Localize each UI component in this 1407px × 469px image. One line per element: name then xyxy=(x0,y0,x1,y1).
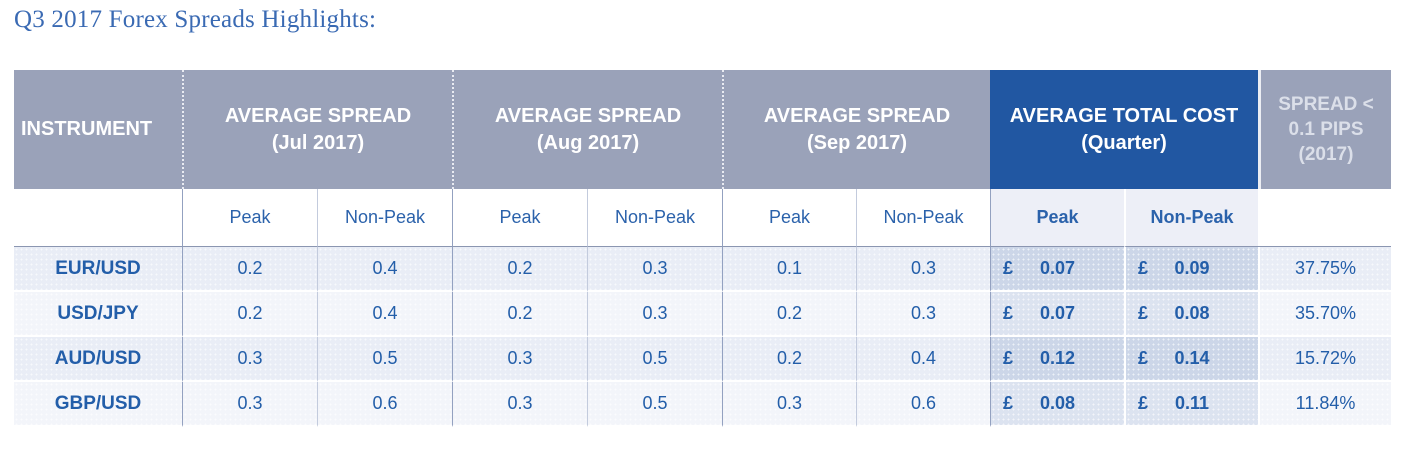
cell-cost-peak: £ 0.08 xyxy=(990,382,1124,427)
cell-jul-peak: 0.2 xyxy=(182,292,317,337)
cost-value: 0.07 xyxy=(1039,258,1076,278)
cell-sep-peak: 0.2 xyxy=(722,337,856,382)
subheader-aug-peak: Peak xyxy=(452,189,587,247)
cell-jul-peak: 0.3 xyxy=(182,382,317,427)
cell-jul-nonpeak: 0.4 xyxy=(317,292,452,337)
pound-sign: £ xyxy=(1003,258,1014,278)
cell-aug-nonpeak: 0.5 xyxy=(587,337,722,382)
cell-aug-peak: 0.2 xyxy=(452,292,587,337)
header-spread-pips: SPREAD < 0.1 PIPS (2017) xyxy=(1258,70,1391,189)
cell-sep-nonpeak: 0.3 xyxy=(856,292,990,337)
page: Q3 2017 Forex Spreads Highlights: INSTRU… xyxy=(0,6,1407,469)
cost-value: 0.08 xyxy=(1039,393,1076,413)
cost-value: 0.08 xyxy=(1174,303,1210,323)
table-row-usdjpy: USD/JPY 0.2 0.4 0.2 0.3 0.2 0.3 £ 0.07 £… xyxy=(14,292,1391,337)
cell-cost-nonpeak: £ 0.08 xyxy=(1124,292,1258,337)
subheader-pct-spacer xyxy=(1258,189,1391,247)
cost-value: 0.07 xyxy=(1039,303,1076,323)
cell-cost-peak: £ 0.07 xyxy=(990,247,1124,292)
pound-sign: £ xyxy=(1003,393,1014,413)
cell-instrument: USD/JPY xyxy=(14,292,182,337)
subheader-sep-peak: Peak xyxy=(722,189,856,247)
cell-spread-pct: 37.75% xyxy=(1258,247,1391,292)
subheader-jul-peak: Peak xyxy=(182,189,317,247)
cost-value: 0.14 xyxy=(1174,348,1210,368)
cell-aug-nonpeak: 0.5 xyxy=(587,382,722,427)
cell-spread-pct: 11.84% xyxy=(1258,382,1391,427)
header-avg-total-cost-line1: AVERAGE TOTAL COST xyxy=(1009,104,1239,127)
cell-jul-nonpeak: 0.4 xyxy=(317,247,452,292)
header-avg-spread-jul-line1: AVERAGE SPREAD xyxy=(224,104,412,127)
cell-jul-peak: 0.2 xyxy=(182,247,317,292)
cell-instrument: AUD/USD xyxy=(14,337,182,382)
header-spread-pips-line1: SPREAD < xyxy=(1278,94,1374,115)
header-avg-spread-aug-line1: AVERAGE SPREAD xyxy=(494,104,682,127)
subheader-instrument-spacer xyxy=(14,189,182,247)
cell-sep-nonpeak: 0.3 xyxy=(856,247,990,292)
header-spread-pips-line3: (2017) xyxy=(1298,144,1354,165)
subheader-jul-nonpeak: Non-Peak xyxy=(317,189,452,247)
header-avg-spread-sep: AVERAGE SPREAD (Sep 2017) xyxy=(722,70,990,189)
subheader-cost-peak: Peak xyxy=(990,189,1124,247)
header-avg-total-cost: AVERAGE TOTAL COST (Quarter) xyxy=(990,70,1258,189)
header-instrument: INSTRUMENT xyxy=(14,70,182,189)
cost-value: 0.11 xyxy=(1174,393,1210,413)
cell-instrument: EUR/USD xyxy=(14,247,182,292)
pound-sign: £ xyxy=(1003,303,1014,323)
subheader-cost-nonpeak: Non-Peak xyxy=(1124,189,1258,247)
header-avg-spread-aug-line2: (Aug 2017) xyxy=(536,131,640,154)
header-avg-spread-jul-line2: (Jul 2017) xyxy=(271,131,365,154)
table-row-audusd: AUD/USD 0.3 0.5 0.3 0.5 0.2 0.4 £ 0.12 £… xyxy=(14,337,1391,382)
pound-sign: £ xyxy=(1138,258,1149,278)
table-header-row: INSTRUMENT AVERAGE SPREAD (Jul 2017) AVE… xyxy=(14,70,1391,189)
header-avg-spread-sep-line2: (Sep 2017) xyxy=(806,131,908,154)
cell-instrument: GBP/USD xyxy=(14,382,182,427)
cell-cost-nonpeak: £ 0.14 xyxy=(1124,337,1258,382)
pound-sign: £ xyxy=(1138,393,1149,413)
header-avg-spread-aug: AVERAGE SPREAD (Aug 2017) xyxy=(452,70,722,189)
cell-sep-nonpeak: 0.4 xyxy=(856,337,990,382)
cell-aug-peak: 0.2 xyxy=(452,247,587,292)
cell-sep-nonpeak: 0.6 xyxy=(856,382,990,427)
cell-aug-nonpeak: 0.3 xyxy=(587,247,722,292)
subheader-aug-nonpeak: Non-Peak xyxy=(587,189,722,247)
cell-spread-pct: 15.72% xyxy=(1258,337,1391,382)
table-row-eurusd: EUR/USD 0.2 0.4 0.2 0.3 0.1 0.3 £ 0.07 £… xyxy=(14,247,1391,292)
cell-aug-peak: 0.3 xyxy=(452,382,587,427)
table-row-gbpusd: GBP/USD 0.3 0.6 0.3 0.5 0.3 0.6 £ 0.08 £… xyxy=(14,382,1391,427)
cell-cost-nonpeak: £ 0.09 xyxy=(1124,247,1258,292)
pound-sign: £ xyxy=(1138,303,1149,323)
cell-cost-nonpeak: £ 0.11 xyxy=(1124,382,1258,427)
cell-sep-peak: 0.2 xyxy=(722,292,856,337)
cell-spread-pct: 35.70% xyxy=(1258,292,1391,337)
cell-aug-nonpeak: 0.3 xyxy=(587,292,722,337)
cell-sep-peak: 0.3 xyxy=(722,382,856,427)
cell-jul-peak: 0.3 xyxy=(182,337,317,382)
page-title: Q3 2017 Forex Spreads Highlights: xyxy=(14,6,377,33)
cell-sep-peak: 0.1 xyxy=(722,247,856,292)
header-spread-pips-line2: 0.1 PIPS xyxy=(1288,119,1364,140)
pound-sign: £ xyxy=(1003,348,1014,368)
cell-aug-peak: 0.3 xyxy=(452,337,587,382)
subheader-sep-nonpeak: Non-Peak xyxy=(856,189,990,247)
header-avg-spread-jul: AVERAGE SPREAD (Jul 2017) xyxy=(182,70,452,189)
cell-jul-nonpeak: 0.6 xyxy=(317,382,452,427)
cost-value: 0.09 xyxy=(1174,258,1210,278)
cell-cost-peak: £ 0.07 xyxy=(990,292,1124,337)
cell-cost-peak: £ 0.12 xyxy=(990,337,1124,382)
header-avg-total-cost-line2: (Quarter) xyxy=(1081,131,1167,154)
cell-jul-nonpeak: 0.5 xyxy=(317,337,452,382)
pound-sign: £ xyxy=(1138,348,1149,368)
forex-spreads-table: INSTRUMENT AVERAGE SPREAD (Jul 2017) AVE… xyxy=(14,70,1391,427)
header-avg-spread-sep-line1: AVERAGE SPREAD xyxy=(763,104,951,127)
cost-value: 0.12 xyxy=(1039,348,1076,368)
table-subheader-row: Peak Non-Peak Peak Non-Peak Peak Non-Pea… xyxy=(14,189,1391,247)
